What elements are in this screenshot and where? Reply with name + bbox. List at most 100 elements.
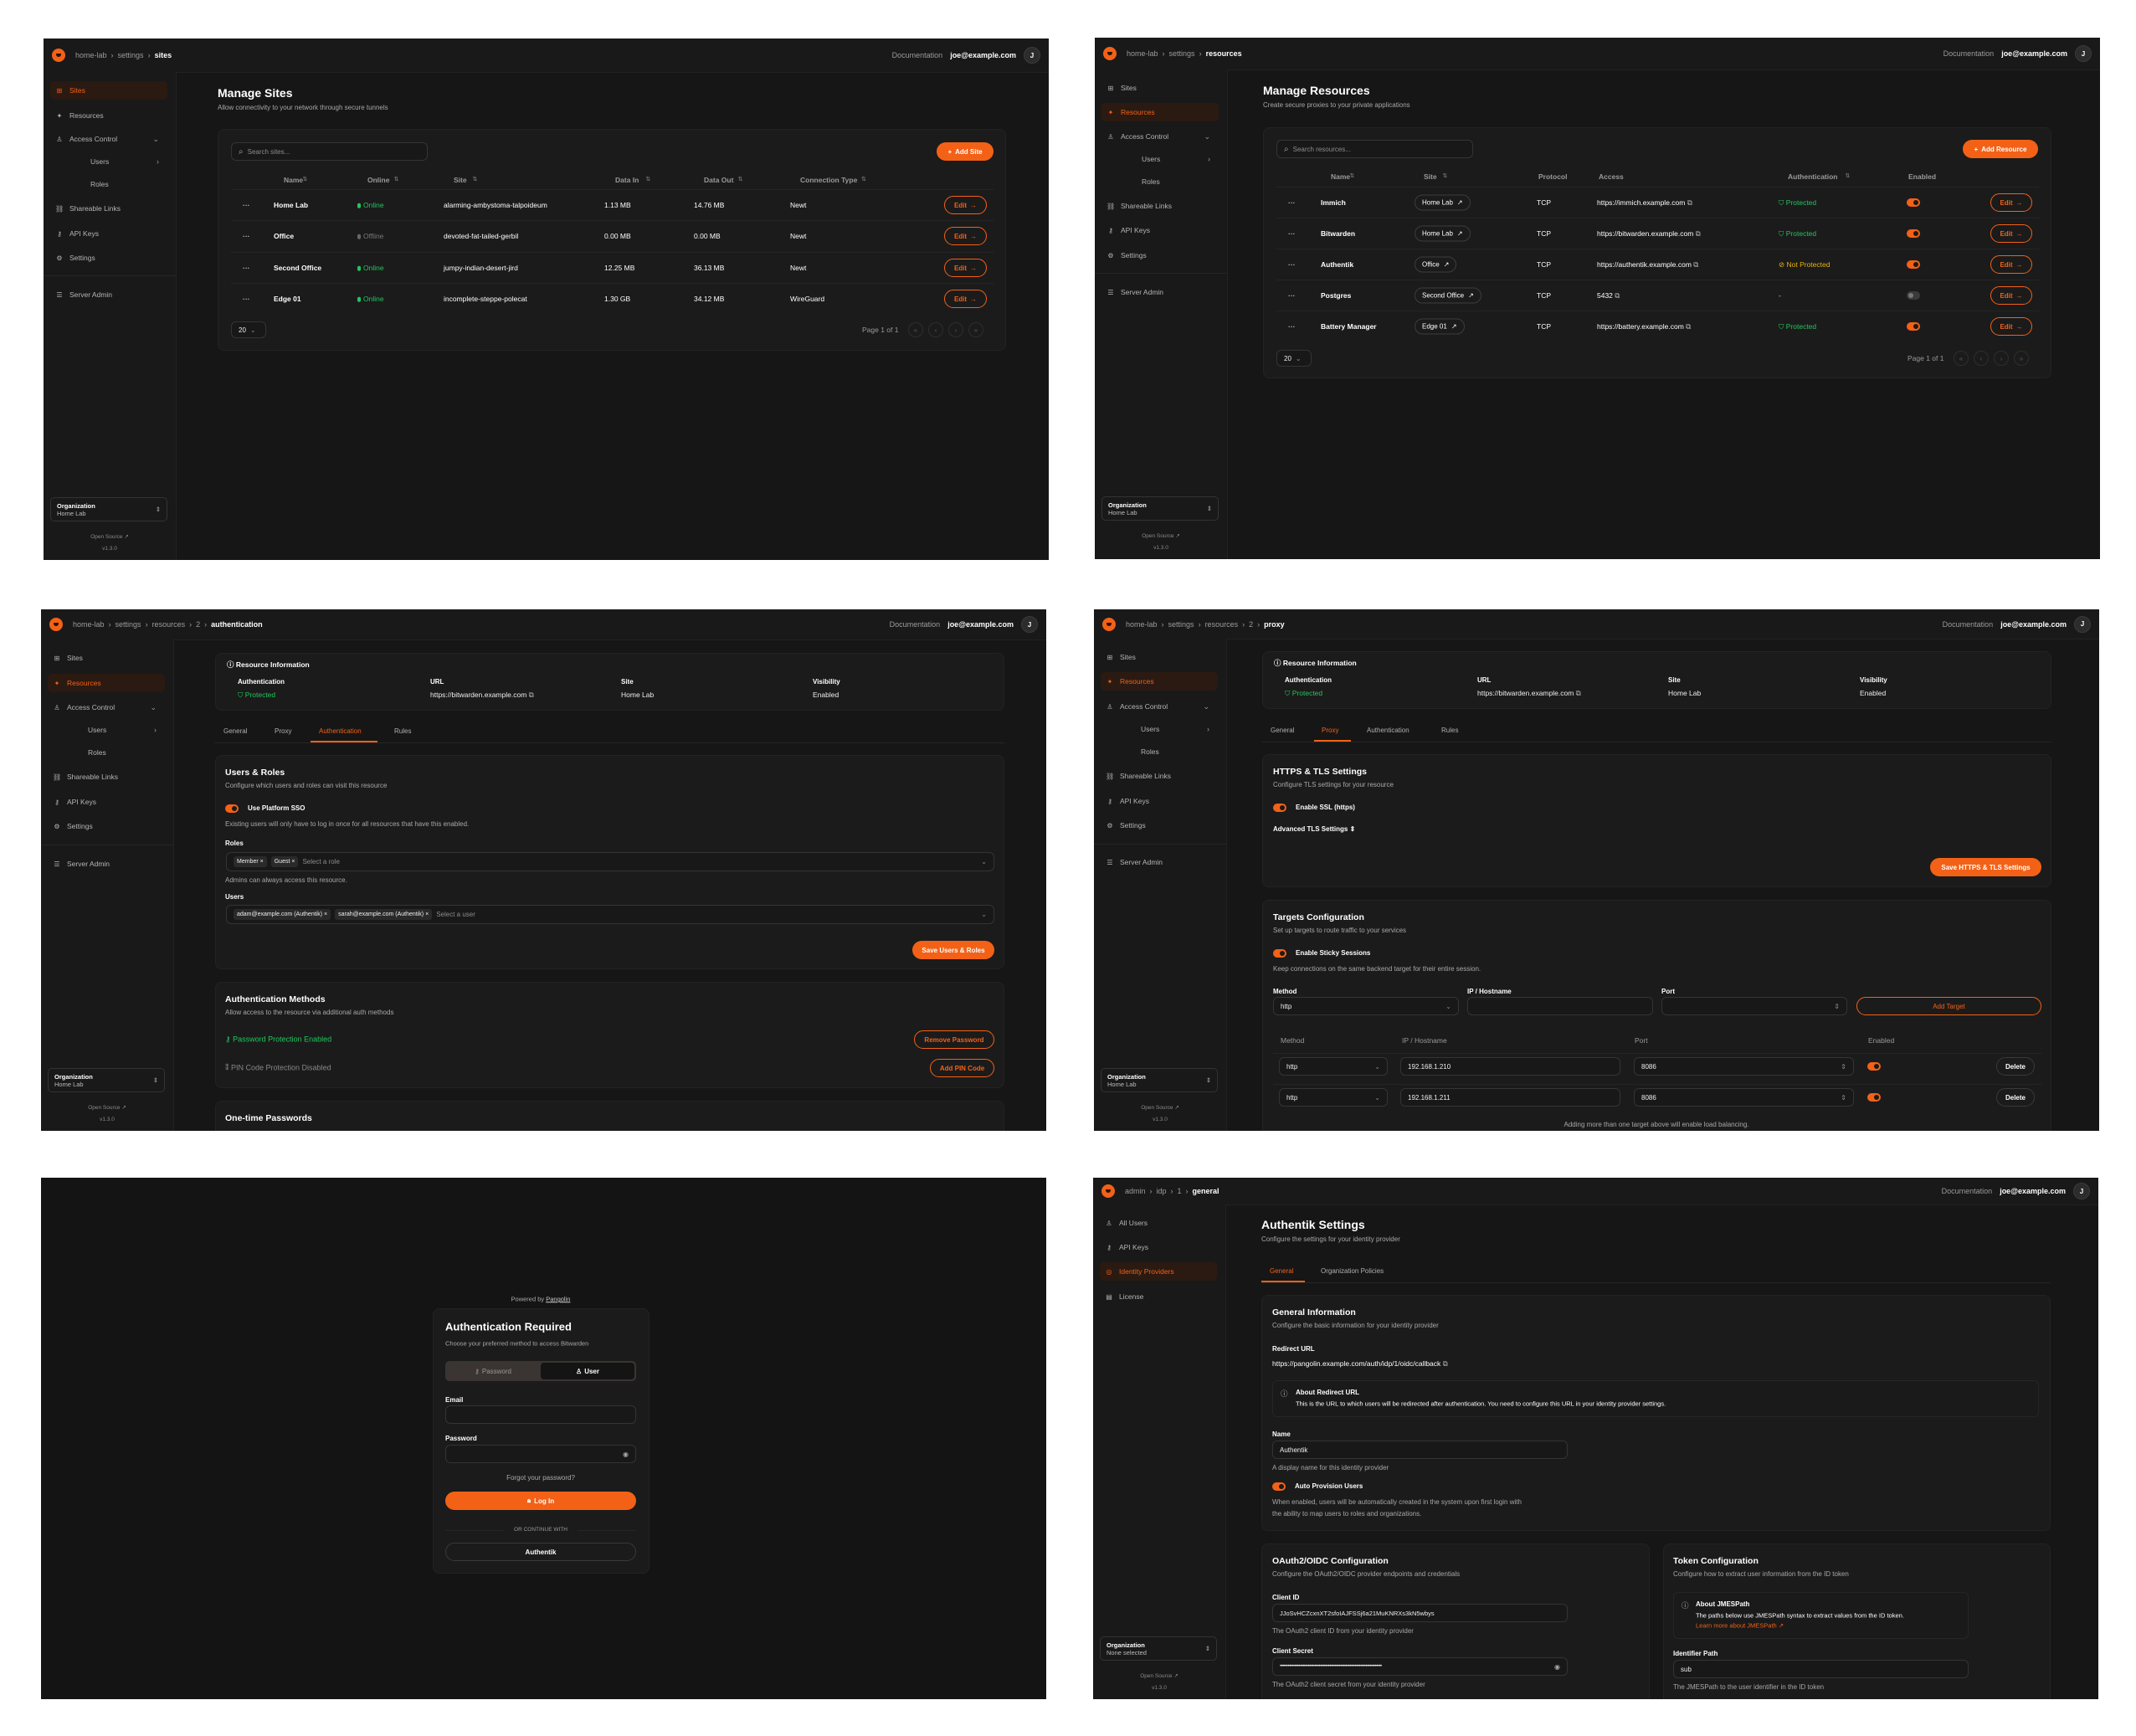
- tab-password[interactable]: ⚷ Password: [445, 1361, 541, 1381]
- sidebar-item-settings[interactable]: ⚙ Settings: [1101, 246, 1219, 265]
- sidebar-item-sites[interactable]: ⊞ Sites: [1101, 79, 1219, 97]
- site-link[interactable]: Office ↗: [1415, 256, 1457, 273]
- sidebar-item-access-control[interactable]: ♙ Access Control ⌄: [1101, 697, 1218, 716]
- edit-button[interactable]: Edit →: [944, 196, 987, 214]
- target-enabled-toggle[interactable]: [1867, 1093, 1881, 1102]
- users-select[interactable]: adam@example.com (Authentik) × sarah@exam…: [226, 905, 994, 924]
- sidebar-item-api-keys[interactable]: ⚷ API Keys: [48, 793, 165, 811]
- save-users-roles-button[interactable]: Save Users & Roles: [912, 941, 994, 959]
- sidebar-item-resources[interactable]: ✦ Resources: [1101, 672, 1218, 691]
- row-actions-menu[interactable]: ···: [243, 231, 250, 240]
- avatar[interactable]: J: [2074, 615, 2091, 633]
- sidebar-item-access-control[interactable]: ♙ Access Control ⌄: [50, 130, 167, 148]
- breadcrumb-item[interactable]: settings: [117, 51, 144, 59]
- breadcrumb-item[interactable]: home-lab: [73, 620, 105, 629]
- site-link[interactable]: Second Office ↗: [1415, 287, 1481, 304]
- sidebar-item-all-users[interactable]: ♙ All Users: [1100, 1214, 1217, 1232]
- edit-button[interactable]: Edit →: [1990, 286, 2032, 305]
- sidebar-item-roles[interactable]: Roles: [48, 743, 165, 762]
- breadcrumb-item[interactable]: home-lab: [1127, 49, 1158, 58]
- sidebar-item-sites[interactable]: ⊞ Sites: [50, 81, 167, 100]
- page-size-select[interactable]: 20 ⌄: [231, 321, 266, 338]
- documentation-link[interactable]: Documentation: [1942, 619, 1994, 629]
- breadcrumb-item[interactable]: 2: [1249, 619, 1254, 629]
- organization-selector[interactable]: Organization Home Lab ⇕: [50, 497, 167, 521]
- edit-button[interactable]: Edit →: [1990, 317, 2032, 336]
- column-header[interactable]: Authentication: [1788, 172, 1838, 181]
- role-chip[interactable]: Guest ×: [270, 856, 299, 867]
- sidebar-item-server-admin[interactable]: ☰ Server Admin: [1101, 283, 1219, 301]
- first-page-button[interactable]: «: [1954, 351, 1969, 366]
- row-actions-menu[interactable]: ···: [1288, 259, 1296, 269]
- sidebar-item-server-admin[interactable]: ☰ Server Admin: [48, 855, 165, 873]
- last-page-button[interactable]: »: [968, 322, 983, 337]
- sidebar-item-api-keys[interactable]: ⚷ API Keys: [1101, 221, 1219, 239]
- password-input[interactable]: ◉: [445, 1445, 636, 1463]
- enabled-toggle[interactable]: [1907, 322, 1920, 331]
- open-source-link[interactable]: Open Source ↗: [1094, 1104, 1226, 1111]
- port-input[interactable]: ⇕: [1661, 997, 1847, 1015]
- add-site-button[interactable]: + Add Site: [937, 142, 994, 161]
- pangolin-logo[interactable]: [1101, 1184, 1115, 1198]
- sidebar-item-access-control[interactable]: ♙ Access Control ⌄: [48, 698, 165, 716]
- row-port-input[interactable]: 8086 ⇕: [1634, 1057, 1854, 1076]
- method-select[interactable]: http ⌄: [1273, 997, 1459, 1015]
- edit-button[interactable]: Edit →: [1990, 224, 2032, 243]
- sidebar-item-shareable-links[interactable]: ⛓ Shareable Links: [50, 199, 167, 218]
- advanced-tls-toggle[interactable]: Advanced TLS Settings ⇕: [1273, 826, 1355, 833]
- column-header[interactable]: Site: [454, 175, 467, 184]
- enable-ssl-toggle[interactable]: [1273, 804, 1286, 812]
- breadcrumb-item[interactable]: settings: [115, 620, 141, 629]
- login-button[interactable]: 🔒︎ Log In: [445, 1492, 636, 1510]
- sidebar-item-users[interactable]: Users ›: [1101, 150, 1219, 168]
- enabled-toggle[interactable]: [1907, 260, 1920, 269]
- sidebar-item-resources[interactable]: ✦ Resources: [48, 674, 165, 692]
- sticky-sessions-toggle[interactable]: [1273, 949, 1286, 958]
- row-actions-menu[interactable]: ···: [1288, 321, 1296, 331]
- next-page-button[interactable]: ›: [1994, 351, 2009, 366]
- page-size-select[interactable]: 20 ⌄: [1276, 350, 1312, 367]
- row-port-input[interactable]: 8086 ⇕: [1634, 1088, 1854, 1107]
- add-target-button[interactable]: Add Target: [1856, 997, 2041, 1015]
- add-pin-code-button[interactable]: Add PIN Code: [930, 1059, 994, 1077]
- sidebar-item-resources[interactable]: ✦ Resources: [1101, 103, 1219, 121]
- save-tls-button[interactable]: Save HTTPS & TLS Settings: [1930, 858, 2041, 876]
- sidebar-item-sites[interactable]: ⊞ Sites: [1101, 648, 1218, 666]
- client-id-input[interactable]: JJoSvHCZcxnXT2sfoIAJFSSj6a21MuKNRXs3kN5w…: [1272, 1604, 1568, 1622]
- open-source-link[interactable]: Open Source ↗: [1093, 1672, 1225, 1679]
- tab-organization-policies[interactable]: Organization Policies: [1321, 1267, 1384, 1275]
- sidebar-item-shareable-links[interactable]: ⛓ Shareable Links: [48, 768, 165, 786]
- sidebar-item-license[interactable]: ▤ License: [1100, 1287, 1217, 1306]
- breadcrumb-item[interactable]: resources: [1204, 619, 1239, 629]
- tab-user[interactable]: ♙ User: [541, 1363, 634, 1379]
- documentation-link[interactable]: Documentation: [891, 51, 943, 59]
- column-header[interactable]: Data Out: [704, 175, 734, 184]
- edit-button[interactable]: Edit →: [944, 227, 987, 245]
- email-input[interactable]: [445, 1405, 636, 1424]
- role-chip[interactable]: Member ×: [234, 856, 267, 867]
- breadcrumb-item[interactable]: home-lab: [75, 51, 107, 59]
- auto-provision-toggle[interactable]: [1272, 1482, 1286, 1491]
- row-actions-menu[interactable]: ···: [243, 200, 250, 209]
- sidebar-item-settings[interactable]: ⚙ Settings: [48, 817, 165, 835]
- breadcrumb-item[interactable]: settings: [1168, 619, 1194, 629]
- sidebar-item-api-keys[interactable]: ⚷ API Keys: [1101, 792, 1218, 810]
- avatar[interactable]: J: [2073, 1183, 2090, 1199]
- sidebar-item-access-control[interactable]: ♙ Access Control ⌄: [1101, 127, 1219, 146]
- site-link[interactable]: Edge 01 ↗: [1415, 318, 1465, 335]
- site-link[interactable]: Home Lab ↗: [1415, 225, 1471, 242]
- user-email[interactable]: joe@example.com: [2000, 1187, 2066, 1195]
- open-source-link[interactable]: Open Source ↗: [41, 1104, 173, 1111]
- tab-rules[interactable]: Rules: [1441, 727, 1459, 734]
- sidebar-item-users[interactable]: Users ›: [1101, 720, 1218, 738]
- organization-selector[interactable]: Organization Home Lab ⇕: [1101, 1068, 1218, 1092]
- add-resource-button[interactable]: + Add Resource: [1963, 140, 2038, 158]
- edit-button[interactable]: Edit →: [944, 259, 987, 277]
- sidebar-item-resources[interactable]: ✦ Resources: [50, 106, 167, 125]
- breadcrumb-item[interactable]: 2: [196, 620, 201, 629]
- avatar[interactable]: J: [1021, 616, 1038, 633]
- breadcrumb-item[interactable]: idp: [1156, 1187, 1167, 1195]
- edit-button[interactable]: Edit →: [944, 290, 987, 308]
- site-link[interactable]: Home Lab ↗: [1415, 194, 1471, 211]
- platform-sso-toggle[interactable]: [225, 804, 239, 813]
